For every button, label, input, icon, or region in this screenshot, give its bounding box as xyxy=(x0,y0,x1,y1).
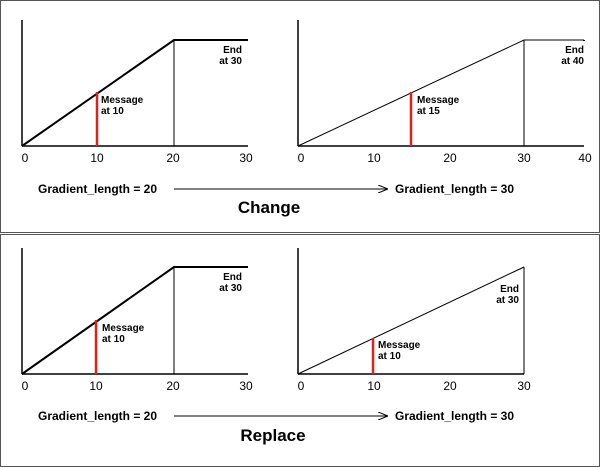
replace-panel: Message at 10 End at 30 0 10 20 30 Messa… xyxy=(21,248,531,445)
end-label-line1: End xyxy=(565,45,584,56)
end-label-line2: at 30 xyxy=(496,295,519,306)
tick-label: 30 xyxy=(239,151,253,165)
graph-replace-right: Message at 10 End at 30 0 10 20 30 xyxy=(297,248,531,393)
message-label-line1: Message xyxy=(378,340,421,351)
message-label-line2: at 10 xyxy=(102,334,125,345)
tick-label: 30 xyxy=(517,379,531,393)
end-label-line2: at 40 xyxy=(561,56,584,67)
panel-title: Replace xyxy=(240,426,305,445)
end-label-line1: End xyxy=(223,272,242,283)
message-label-line1: Message xyxy=(102,323,145,334)
gradient-length-label-left: Gradient_length = 20 xyxy=(38,182,157,196)
tick-label: 10 xyxy=(367,379,381,393)
message-label-line2: at 15 xyxy=(417,106,440,117)
tick-label: 30 xyxy=(517,151,531,165)
graph-replace-left: Message at 10 End at 30 0 10 20 30 xyxy=(21,248,253,393)
tick-label: 20 xyxy=(166,379,180,393)
tick-label: 40 xyxy=(578,151,592,165)
end-label-line1: End xyxy=(223,45,242,56)
end-label-line2: at 30 xyxy=(219,283,242,294)
tick-label: 20 xyxy=(443,379,457,393)
gradient-line xyxy=(297,266,525,375)
tick-label: 10 xyxy=(367,151,381,165)
graph-change-left: Message at 10 End at 30 0 10 20 30 xyxy=(21,20,253,165)
gradient-line xyxy=(21,39,248,147)
message-label-line2: at 10 xyxy=(101,106,124,117)
message-label-line2: at 10 xyxy=(378,351,401,362)
gradient-line xyxy=(21,266,248,375)
tick-label: 30 xyxy=(239,379,253,393)
message-label-line1: Message xyxy=(417,95,460,106)
tick-label: 20 xyxy=(166,151,180,165)
panel-title: Change xyxy=(238,198,300,217)
tick-label: 0 xyxy=(298,379,305,393)
tick-label: 0 xyxy=(22,379,29,393)
graph-change-right: Message at 15 End at 40 0 10 20 30 40 xyxy=(297,20,592,165)
gradient-length-label-right: Gradient_length = 30 xyxy=(395,409,514,423)
tick-label: 20 xyxy=(443,151,457,165)
message-label-line1: Message xyxy=(101,95,144,106)
gradient-length-label-right: Gradient_length = 30 xyxy=(395,182,514,196)
end-label-line1: End xyxy=(500,284,519,295)
gradient-length-label-left: Gradient_length = 20 xyxy=(38,409,157,423)
end-label-line2: at 30 xyxy=(219,56,242,67)
tick-label: 0 xyxy=(298,151,305,165)
tick-label: 10 xyxy=(90,151,104,165)
tick-label: 10 xyxy=(89,379,103,393)
change-panel: Message at 10 End at 30 0 10 20 30 Messa… xyxy=(21,20,592,217)
tick-label: 0 xyxy=(22,151,29,165)
gradient-line xyxy=(297,39,584,147)
